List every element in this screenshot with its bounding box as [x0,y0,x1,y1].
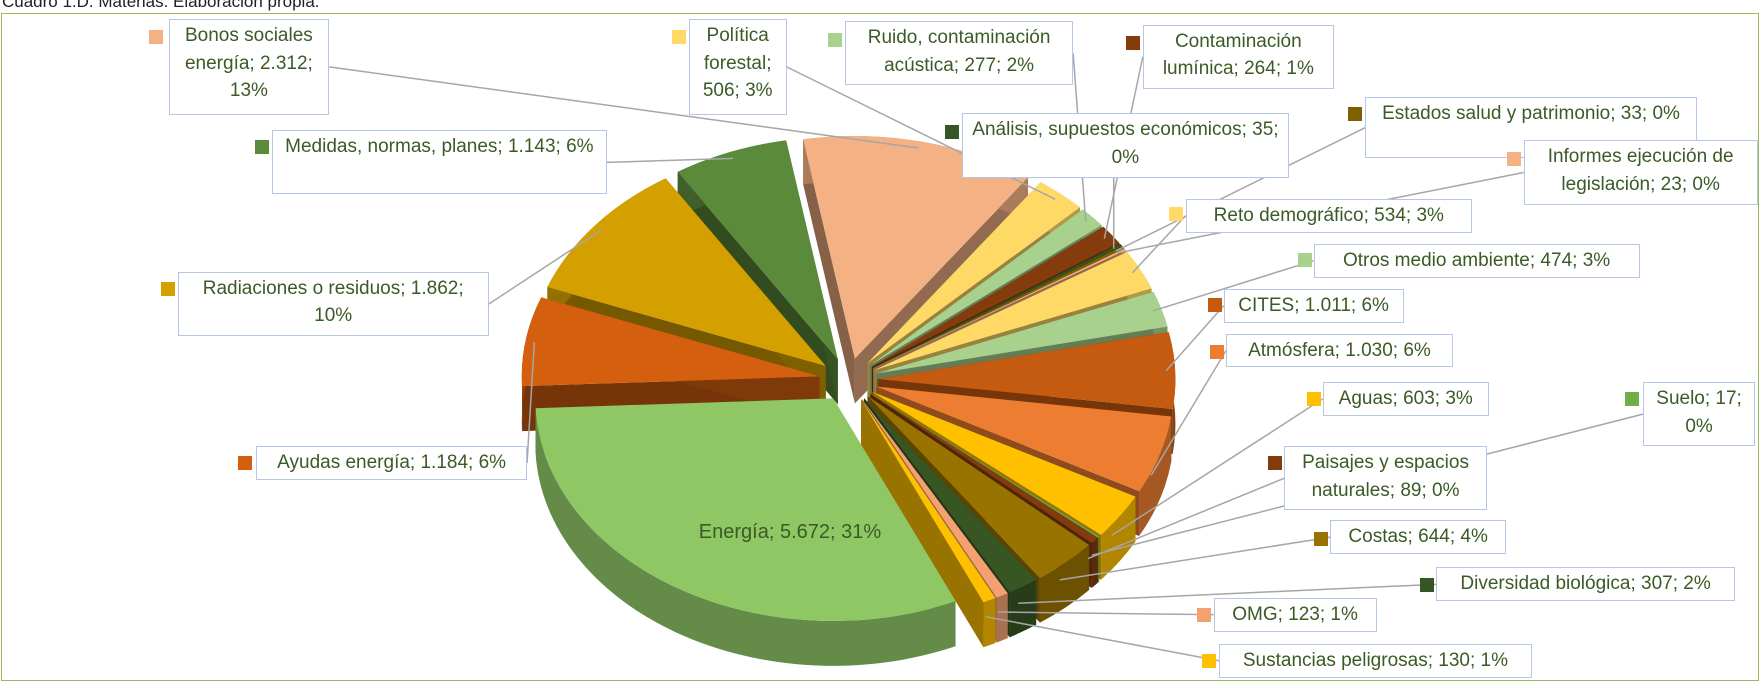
slice [877,332,1176,409]
data-label: Aguas; 603; 3% [1322,382,1489,416]
slice [873,248,1126,369]
slice [876,291,1168,374]
leader-line [329,66,919,149]
label-marker [1208,297,1222,312]
leader-line [997,611,1214,616]
data-label: OMG; 123; 1% [1213,597,1377,632]
label-marker [1196,607,1211,622]
data-label: Reto demográfico; 534; 3% [1185,198,1473,233]
label-marker [1168,206,1183,221]
slice-side [535,408,956,666]
slice [677,140,838,360]
slice [547,178,826,367]
leader-line [985,615,1220,662]
data-label: Ayudas energía; 1.184; 6% [256,446,528,480]
label-marker [238,456,253,471]
leader-line [606,157,734,164]
data-label: Bonos sociales energía; 2.312; 13% [168,19,330,115]
leader-line [1152,259,1314,312]
label-marker [1348,106,1363,121]
data-label: Costas; 644; 4% [1330,520,1506,554]
slice [874,251,1152,370]
label-marker [255,140,270,155]
slice-side [983,598,996,648]
label-marker [1267,456,1282,471]
label-marker [1420,577,1435,592]
label-marker [1125,35,1140,50]
label-marker [945,124,960,139]
label-marker [149,30,164,45]
label-marker [670,525,685,540]
data-label: Sustancias peligrosas; 130; 1% [1219,643,1532,678]
slice [521,297,820,387]
leader-line [1115,126,1366,252]
caption: Cuadro 1.D. Materias. Elaboración propia… [2,0,320,11]
leader-line [526,342,536,464]
data-label: Diversidad biológica; 307; 2% [1436,567,1736,602]
label-marker [1624,392,1639,407]
slice [872,392,1136,535]
data-label: Atmósfera; 1.030; 6% [1225,333,1453,368]
data-label: Otros medio ambiente; 474; 3% [1313,243,1640,278]
leader-line [1018,583,1437,604]
data-label: Paisajes y espacios naturales; 89; 0% [1284,446,1487,511]
leader-line [1165,305,1225,372]
leader-line [1087,477,1285,560]
slice-wall [803,139,855,404]
data-label: Política forestal; 506; 3% [688,19,787,115]
label-marker [671,30,686,45]
data-label: Medidas, normas, planes; 1.143; 6% [271,130,607,195]
slice [870,393,1100,538]
label-marker [1506,151,1521,166]
leader-line [1150,350,1227,476]
data-label: Análisis, supuestos económicos; 35; 0% [961,113,1289,178]
slice [867,396,1090,578]
data-label: Suelo; 17; 0% [1642,382,1756,447]
label-marker [1313,531,1328,546]
slice [861,399,996,603]
leader-line [1131,215,1187,274]
chart-frame [1,13,1759,681]
leader-line [488,229,603,305]
slice [872,246,1125,368]
data-label: Informes ejecución de legislación; 23; 0… [1523,140,1758,205]
slice [872,243,1123,368]
slice [867,182,1080,364]
leader-line [1059,536,1331,581]
slice-side [1039,545,1090,623]
slice [803,136,1029,359]
slice [870,209,1102,366]
data-label: Energía; 5.672; 31% [698,520,882,543]
label-marker [1306,392,1321,407]
slice [870,394,1098,544]
slice [862,399,1008,598]
data-label: Ruido, contaminación acústica; 277; 2% [845,21,1074,86]
slice [876,386,1172,492]
slice [535,398,956,621]
slice [871,226,1120,367]
slice-side [1139,416,1172,537]
label-marker [1202,654,1217,668]
slice-side [996,593,1008,643]
slice-side [1098,536,1100,583]
slice-side [1091,537,1098,589]
slice [864,398,1037,593]
slice-wall [861,399,984,648]
label-marker [1297,252,1312,267]
data-label: Contaminación lumínica; 264; 1% [1142,24,1334,89]
leader-line [1111,398,1324,536]
data-label: Radiaciones o residuos; 1.862; 10% [177,271,489,336]
label-marker [1210,344,1225,359]
label-marker [160,282,175,297]
slice-tops [521,136,1176,621]
data-label: CITES; 1.011; 6% [1223,288,1404,323]
label-marker [828,32,843,47]
slice-side [1101,496,1136,580]
